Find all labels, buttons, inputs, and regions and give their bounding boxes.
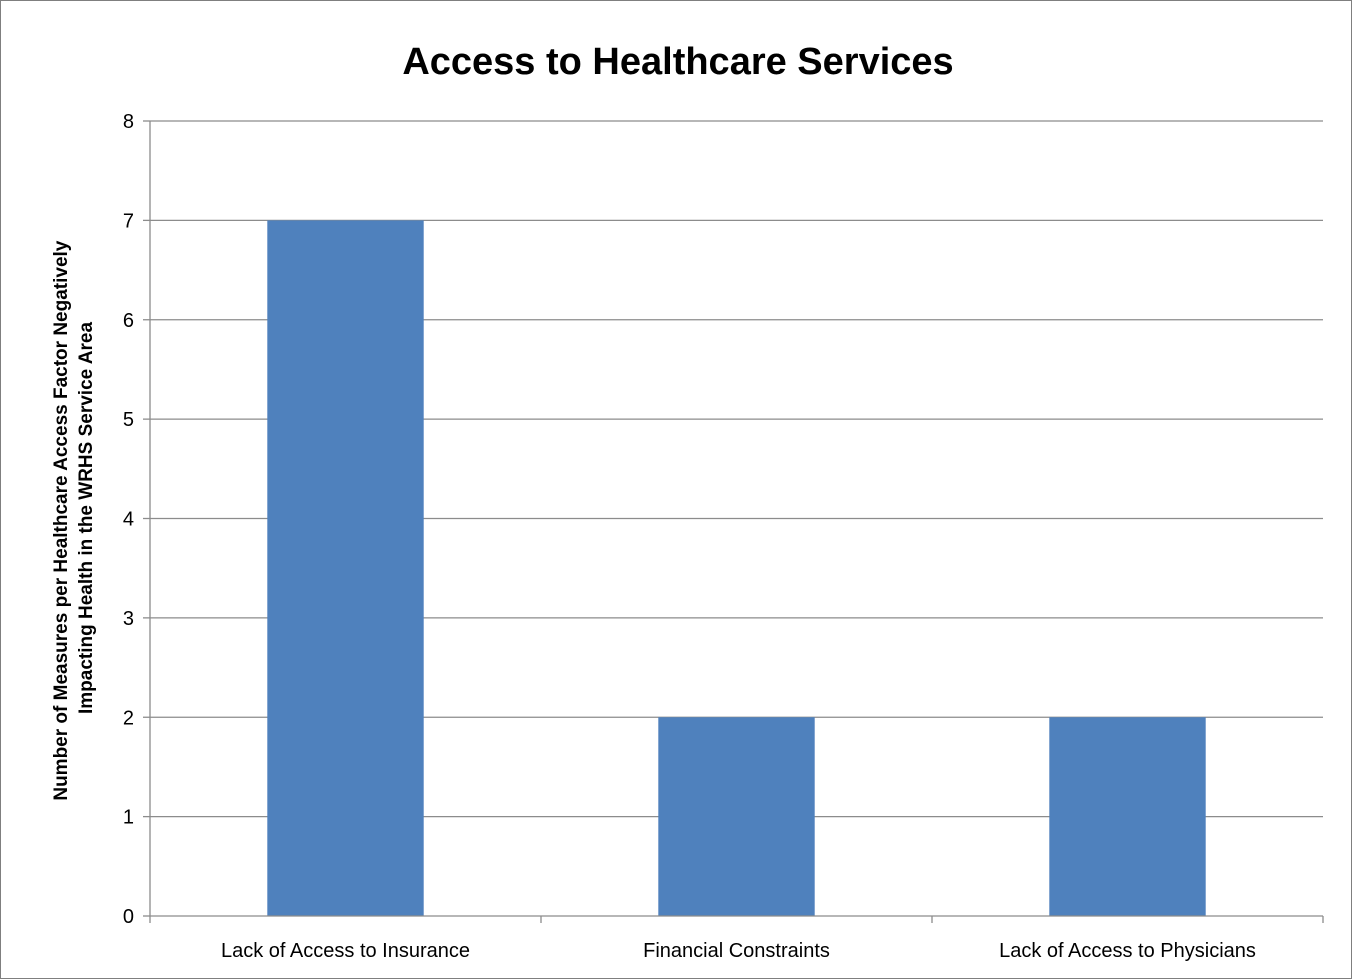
y-axis-label: Number of Measures per Healthcare Access…: [51, 235, 97, 800]
x-tick-label-2: Financial Constraints: [643, 940, 830, 962]
bar-2: [658, 717, 815, 916]
chart-title: Access to Healthcare Services: [402, 41, 953, 83]
y-tick-label-7: 7: [123, 210, 134, 232]
x-tick-label-3: Lack of Access to Physicians: [999, 940, 1256, 962]
y-tick-label-2: 2: [123, 707, 134, 729]
y-tick-label-3: 3: [123, 608, 134, 630]
y-tick-label-6: 6: [123, 310, 134, 332]
x-tick-labels: Lack of Access to Insurance Financial Con…: [221, 940, 1256, 962]
x-tick-label-1: Lack of Access to Insurance: [221, 940, 470, 962]
bar-1: [267, 220, 424, 916]
y-axis-label-line-1: Number of Measures per Healthcare Access…: [51, 240, 72, 800]
y-tick-label-0: 0: [123, 906, 134, 928]
y-tick-label-4: 4: [123, 509, 134, 531]
y-tick-labels: 0 1 2 3 4 5 6 7 8: [123, 111, 134, 928]
y-tick-label-8: 8: [123, 111, 134, 133]
bars: [267, 220, 1206, 916]
y-tick-label-5: 5: [123, 409, 134, 431]
y-tick-label-1: 1: [123, 807, 134, 829]
y-axis-label-line-2: Impacting Health in the WRHS Service Are…: [76, 322, 97, 714]
bar-3: [1049, 717, 1206, 916]
axes: [143, 120, 1324, 923]
